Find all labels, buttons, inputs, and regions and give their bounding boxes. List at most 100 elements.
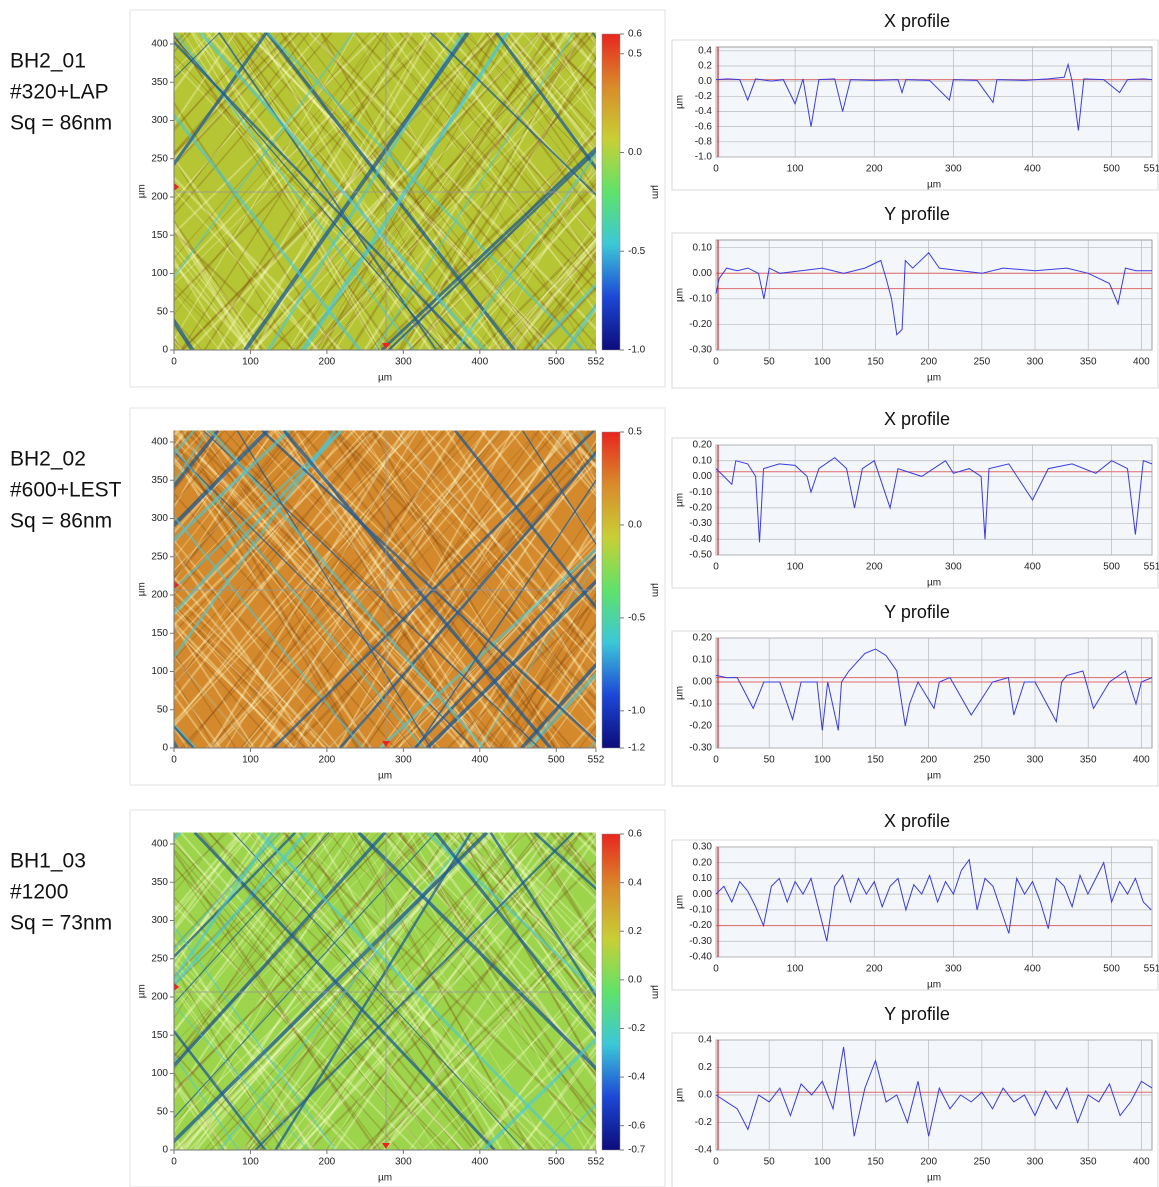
scratch	[482, 1036, 596, 1150]
texture-stripe	[456, 32, 596, 221]
texture-stripe	[390, 551, 596, 748]
texture-stripe	[174, 288, 234, 350]
scratch	[209, 430, 485, 748]
texture-stripe	[174, 849, 378, 1150]
texture-stripe	[247, 832, 520, 1150]
texture-stripe	[312, 48, 596, 350]
texture-stripe	[284, 430, 528, 748]
texture-stripe	[174, 219, 264, 350]
y-tick-label: 50	[157, 1106, 169, 1117]
texture-stripe	[182, 32, 491, 350]
x-tick-label: 0	[713, 164, 719, 175]
scratch	[0, 833, 5, 1151]
x-tick-label: 0	[713, 755, 719, 766]
texture-stripe	[174, 430, 274, 583]
texture-stripe	[174, 548, 312, 748]
profile-line	[715, 252, 1152, 336]
texture-stripe	[174, 832, 272, 962]
texture-stripe	[174, 539, 340, 748]
texture-stripe	[537, 32, 596, 106]
texture-stripe	[406, 166, 596, 350]
x-tick-label: 400	[1133, 1157, 1150, 1168]
colorbar-tick-label: -0.5	[628, 613, 646, 624]
scratch	[174, 430, 342, 591]
texture-stripe	[312, 60, 596, 350]
texture-stripe	[174, 32, 382, 316]
x-tick-label: 300	[395, 755, 412, 766]
texture-stripe	[397, 540, 596, 748]
texture-stripe	[174, 32, 389, 273]
texture-stripe	[356, 832, 550, 1150]
x-tick-label: 400	[1133, 755, 1150, 766]
x-tick-label: 100	[787, 562, 804, 573]
x-tick-label: 100	[814, 1157, 831, 1168]
texture-stripe	[246, 430, 569, 748]
texture-stripe	[174, 832, 241, 912]
y-axis-label: µm	[137, 582, 148, 596]
x-tick-label: 300	[395, 357, 412, 368]
texture-stripe	[383, 835, 596, 1150]
x-tick-label: 400	[471, 1157, 488, 1168]
x-axis-label: µm	[927, 980, 941, 991]
texture-stripe	[327, 430, 535, 748]
texture-stripe	[295, 32, 564, 350]
texture-stripe	[174, 832, 405, 1067]
y-tick-label: 0.10	[693, 242, 713, 253]
texture-stripe	[247, 32, 540, 350]
texture-stripe	[512, 627, 596, 748]
colorbar-tick-label: -1.0	[628, 705, 646, 716]
texture-stripe	[174, 832, 246, 919]
texture-stripe	[174, 32, 321, 201]
texture-stripe	[536, 287, 596, 350]
scratch	[520, 662, 596, 748]
texture-stripe	[247, 32, 552, 350]
y-tick-label: 400	[151, 39, 168, 50]
texture-stripe	[396, 430, 596, 719]
texture-stripe	[320, 32, 500, 350]
x-tick-label: 250	[974, 755, 991, 766]
x-tick-label: 100	[242, 755, 259, 766]
texture-stripe	[174, 657, 254, 748]
y-tick-label: 0	[162, 1145, 168, 1156]
texture-stripe	[174, 282, 239, 350]
texture-stripe	[519, 1044, 596, 1150]
y-tick-label: 200	[151, 590, 168, 601]
colorbar-tick-label: 0.0	[628, 974, 642, 985]
texture-stripe	[486, 32, 596, 163]
profile-title: X profile	[884, 11, 950, 31]
scratch	[265, 32, 516, 350]
texture-stripe	[174, 895, 400, 1150]
texture-stripe	[174, 430, 325, 589]
texture-stripe	[174, 229, 268, 350]
texture-stripe	[203, 430, 469, 748]
texture-stripe	[315, 832, 503, 1150]
profile-line	[715, 648, 1153, 731]
x-axis-label: µm	[927, 180, 941, 191]
texture-stripe	[488, 832, 596, 938]
scratch	[266, 32, 586, 350]
profile-title: Y profile	[884, 204, 950, 224]
texture-stripe	[209, 430, 406, 748]
texture-stripe	[174, 430, 441, 724]
y-tick-label: -0.10	[689, 487, 712, 498]
colorbar-tick-label: -0.5	[628, 246, 646, 257]
texture-stripe	[508, 430, 596, 541]
texture-stripe	[299, 430, 573, 748]
y-axis-label: µm	[675, 493, 686, 507]
scratch	[274, 832, 473, 1150]
colorbar-tick-label: 0.5	[628, 427, 642, 438]
x-tick-label: 100	[787, 164, 804, 175]
y-tick-label: 200	[151, 992, 168, 1003]
x-tick-label: 100	[242, 357, 259, 368]
texture-stripe	[410, 131, 596, 350]
x-axis-label: µm	[927, 1173, 941, 1184]
texture-stripe	[174, 1031, 272, 1150]
sample-label: #320+LAP	[10, 81, 109, 104]
scratch	[303, 32, 510, 350]
texture-stripe	[174, 156, 318, 350]
colorbar-tick-label: -1.2	[628, 743, 646, 754]
texture-stripe	[529, 832, 596, 943]
scratch	[174, 832, 489, 1144]
texture-stripe	[363, 32, 568, 350]
